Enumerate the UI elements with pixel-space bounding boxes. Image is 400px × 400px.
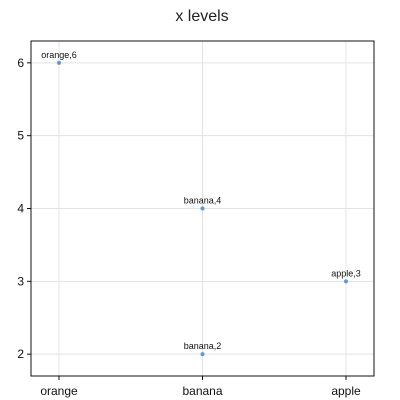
y-tick-label-3: 3 <box>17 274 24 288</box>
y-tick-label-2: 2 <box>17 347 24 361</box>
data-point-apple-3 <box>344 279 348 284</box>
y-tick-label-4: 4 <box>17 202 24 216</box>
x-tick-label-apple: apple <box>331 384 361 398</box>
data-points: orange,6 banana,4 apple,3 banana,2 <box>41 50 361 357</box>
chart-title: x levels <box>175 8 228 25</box>
data-point-banana-2 <box>200 352 205 357</box>
data-label-orange-6: orange,6 <box>41 50 77 60</box>
data-point-banana-4 <box>200 206 205 211</box>
y-tick-label-5: 5 <box>17 129 24 143</box>
data-label-apple-3: apple,3 <box>331 268 361 278</box>
x-tick-label-banana: banana <box>182 384 222 398</box>
data-point-orange-6 <box>57 60 61 65</box>
data-label-banana-4: banana,4 <box>184 196 222 206</box>
data-label-banana-2: banana,2 <box>184 341 222 351</box>
axes: 2 3 4 5 6 orange banana apple <box>17 56 361 398</box>
y-tick-label-6: 6 <box>17 56 24 70</box>
x-tick-label-orange: orange <box>40 384 78 398</box>
